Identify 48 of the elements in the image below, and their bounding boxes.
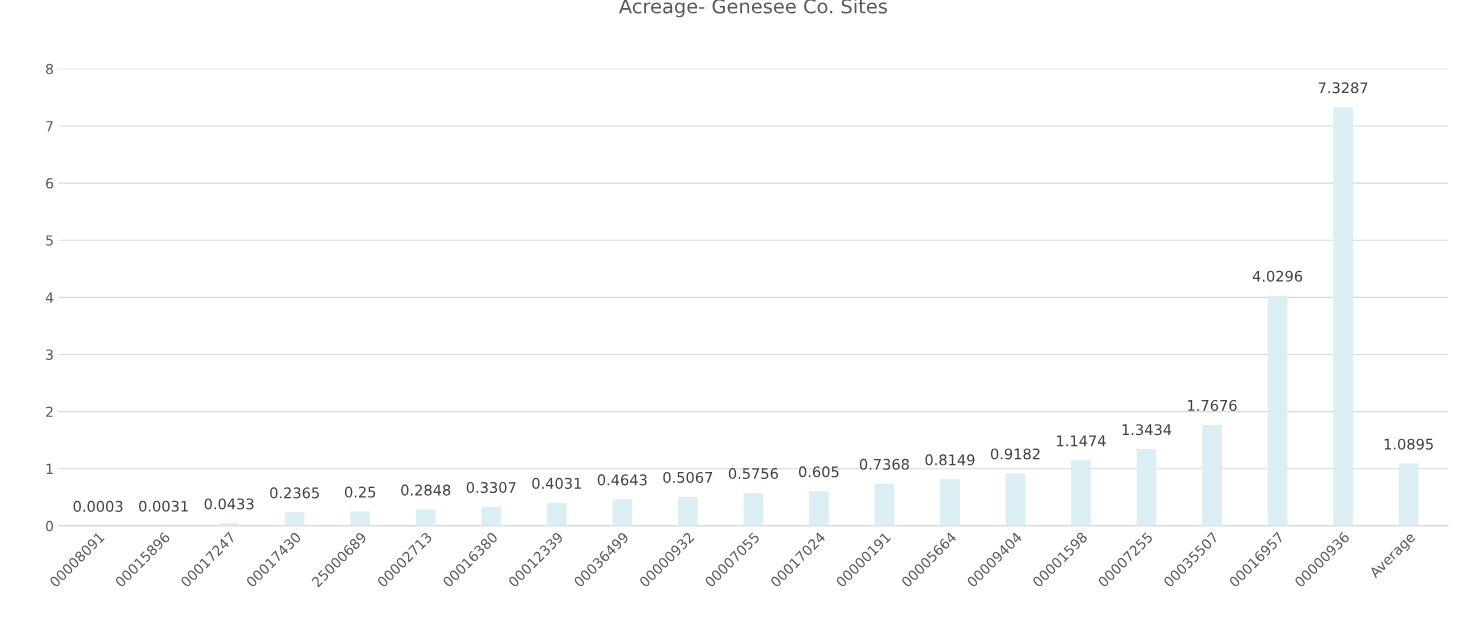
bar: [1005, 473, 1026, 526]
bar: [1398, 463, 1419, 526]
bar: [481, 506, 502, 526]
bar: [1333, 107, 1353, 526]
data-label: 1.1474: [1057, 435, 1106, 447]
data-label: 0.3307: [466, 481, 516, 494]
data-label: 0.9182: [990, 448, 1040, 460]
data-label: 0.5067: [663, 471, 713, 483]
bar: [415, 509, 436, 526]
bar: [546, 502, 567, 526]
y-tick-label: 5: [46, 235, 53, 246]
y-tick-label: 4: [45, 292, 54, 303]
y-tick-label: 0: [46, 520, 54, 532]
data-label: 0.2848: [401, 484, 451, 496]
data-label: 0.0433: [204, 498, 254, 510]
bar: [1071, 460, 1091, 526]
data-label: 0.605: [798, 466, 839, 478]
data-label: 0.5756: [728, 467, 778, 480]
y-tick-label: 6: [46, 178, 54, 189]
y-tick-label: 2: [46, 406, 53, 417]
bar: [1202, 424, 1222, 526]
data-label: 1.3434: [1122, 424, 1172, 436]
y-tick-label: 7: [46, 121, 53, 132]
y-tick-label: 8: [46, 63, 53, 75]
data-label: 4.0296: [1252, 270, 1303, 282]
bar: [284, 512, 305, 526]
bar: [743, 492, 764, 526]
y-tick-label: 1: [46, 463, 53, 474]
data-label: 0.4031: [532, 477, 581, 489]
data-label: 0.7368: [859, 458, 909, 470]
data-label: 0.0031: [139, 500, 188, 512]
data-label: 1.7676: [1188, 399, 1237, 411]
data-label: 0.25: [344, 486, 376, 498]
bar: [678, 496, 698, 526]
bar: [612, 499, 633, 526]
data-label: 7.3287: [1318, 82, 1368, 94]
bar: [940, 479, 960, 526]
bar: [809, 491, 829, 526]
data-label: 0.8149: [925, 454, 975, 466]
data-label: 0.4643: [597, 474, 647, 486]
bar: [1136, 449, 1157, 526]
bar: [874, 483, 895, 526]
data-label: 1.0895: [1384, 438, 1433, 450]
data-label: 0.0003: [73, 500, 123, 512]
bar: [1267, 295, 1288, 526]
y-tick-label: 3: [46, 349, 53, 360]
bar: [350, 511, 371, 526]
data-label: 0.2365: [270, 487, 319, 499]
